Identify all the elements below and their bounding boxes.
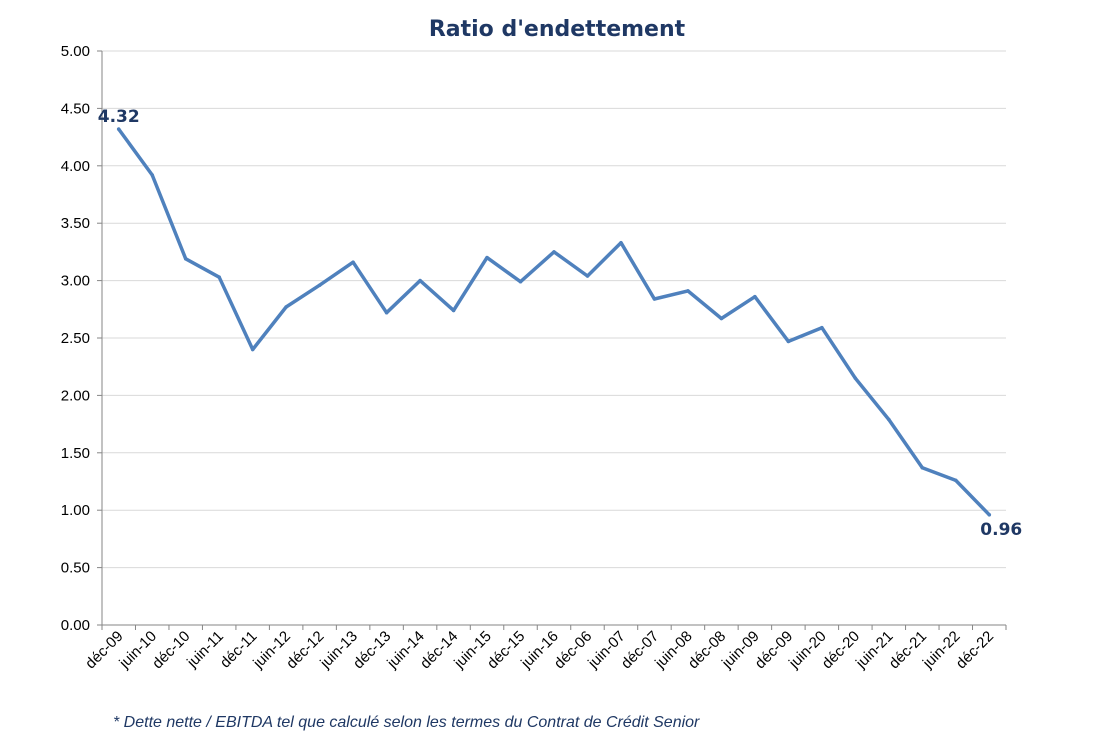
- x-tick-label: déc-15: [484, 628, 528, 672]
- data-labels: 4.32 0.96: [98, 107, 1022, 540]
- data-point: [920, 465, 925, 470]
- x-tick-label: déc-06: [551, 628, 595, 672]
- data-point: [585, 274, 590, 278]
- y-tick-label: 3.50: [61, 215, 90, 232]
- data-point: [954, 478, 958, 483]
- data-point: [853, 376, 858, 380]
- data-point: [250, 347, 255, 352]
- chart-title: Ratio d'endettement: [429, 17, 686, 42]
- x-tick-label: déc-13: [350, 628, 394, 672]
- x-tick-label: juin-11: [183, 628, 227, 672]
- axes: [97, 50, 1007, 630]
- chart-footnote: * Dette nette / EBITDA tel que calculé s…: [113, 714, 700, 731]
- data-point: [150, 173, 154, 177]
- x-tick-label: déc-12: [283, 628, 327, 672]
- data-point: [284, 305, 288, 309]
- gridlines: [102, 50, 1006, 569]
- data-point: [217, 275, 221, 279]
- x-tick-label: déc-09: [752, 628, 796, 672]
- data-point: [753, 294, 757, 299]
- y-axis-tick-labels: 0.00 0.50 1.00 1.50 2.00 2.50 3.00 3.50 4.00 4.50…: [61, 43, 90, 634]
- data-point: [987, 513, 992, 517]
- data-point: [384, 310, 389, 315]
- x-tick-label: déc-22: [953, 628, 997, 672]
- data-label: 0.96: [980, 520, 1022, 540]
- x-axis-tick-labels: déc-09juin-10déc-10juin-11déc-11juin-12d…: [82, 628, 997, 673]
- data-point: [686, 289, 690, 293]
- data-point: [183, 257, 188, 261]
- y-tick-label: 2.50: [61, 330, 90, 347]
- x-tick-label: déc-10: [149, 628, 193, 672]
- y-tick-label: 1.00: [61, 502, 90, 519]
- data-label: 4.32: [98, 107, 140, 127]
- data-point: [518, 279, 523, 284]
- x-tick-label: déc-21: [886, 628, 930, 672]
- data-point: [418, 278, 422, 283]
- data-point: [116, 127, 121, 131]
- x-tick-label: déc-14: [417, 628, 461, 672]
- y-tick-label: 4.50: [61, 100, 90, 117]
- series-line: [116, 127, 992, 517]
- x-tick-label: déc-11: [217, 628, 261, 672]
- data-point: [719, 316, 724, 321]
- y-tick-label: 0.50: [61, 560, 90, 577]
- x-tick-label: déc-20: [819, 628, 863, 672]
- y-tick-label: 0.00: [61, 617, 90, 634]
- x-tick-label: déc-09: [82, 628, 126, 672]
- data-point: [820, 325, 824, 330]
- data-point: [351, 260, 355, 264]
- data-point: [317, 283, 322, 287]
- data-point: [652, 297, 657, 301]
- y-tick-label: 1.50: [61, 445, 90, 462]
- data-point: [887, 417, 891, 422]
- y-tick-label: 4.00: [61, 158, 90, 175]
- data-point: [619, 240, 623, 245]
- y-tick-label: 5.00: [61, 43, 90, 60]
- data-point: [552, 250, 556, 254]
- y-tick-label: 3.00: [61, 273, 90, 290]
- x-tick-label: déc-07: [618, 628, 662, 672]
- data-point: [485, 255, 489, 260]
- data-point: [786, 339, 791, 344]
- series-layer: [116, 127, 992, 517]
- data-point: [451, 308, 456, 313]
- y-tick-label: 2.00: [61, 387, 90, 404]
- x-tick-label: déc-08: [685, 628, 729, 672]
